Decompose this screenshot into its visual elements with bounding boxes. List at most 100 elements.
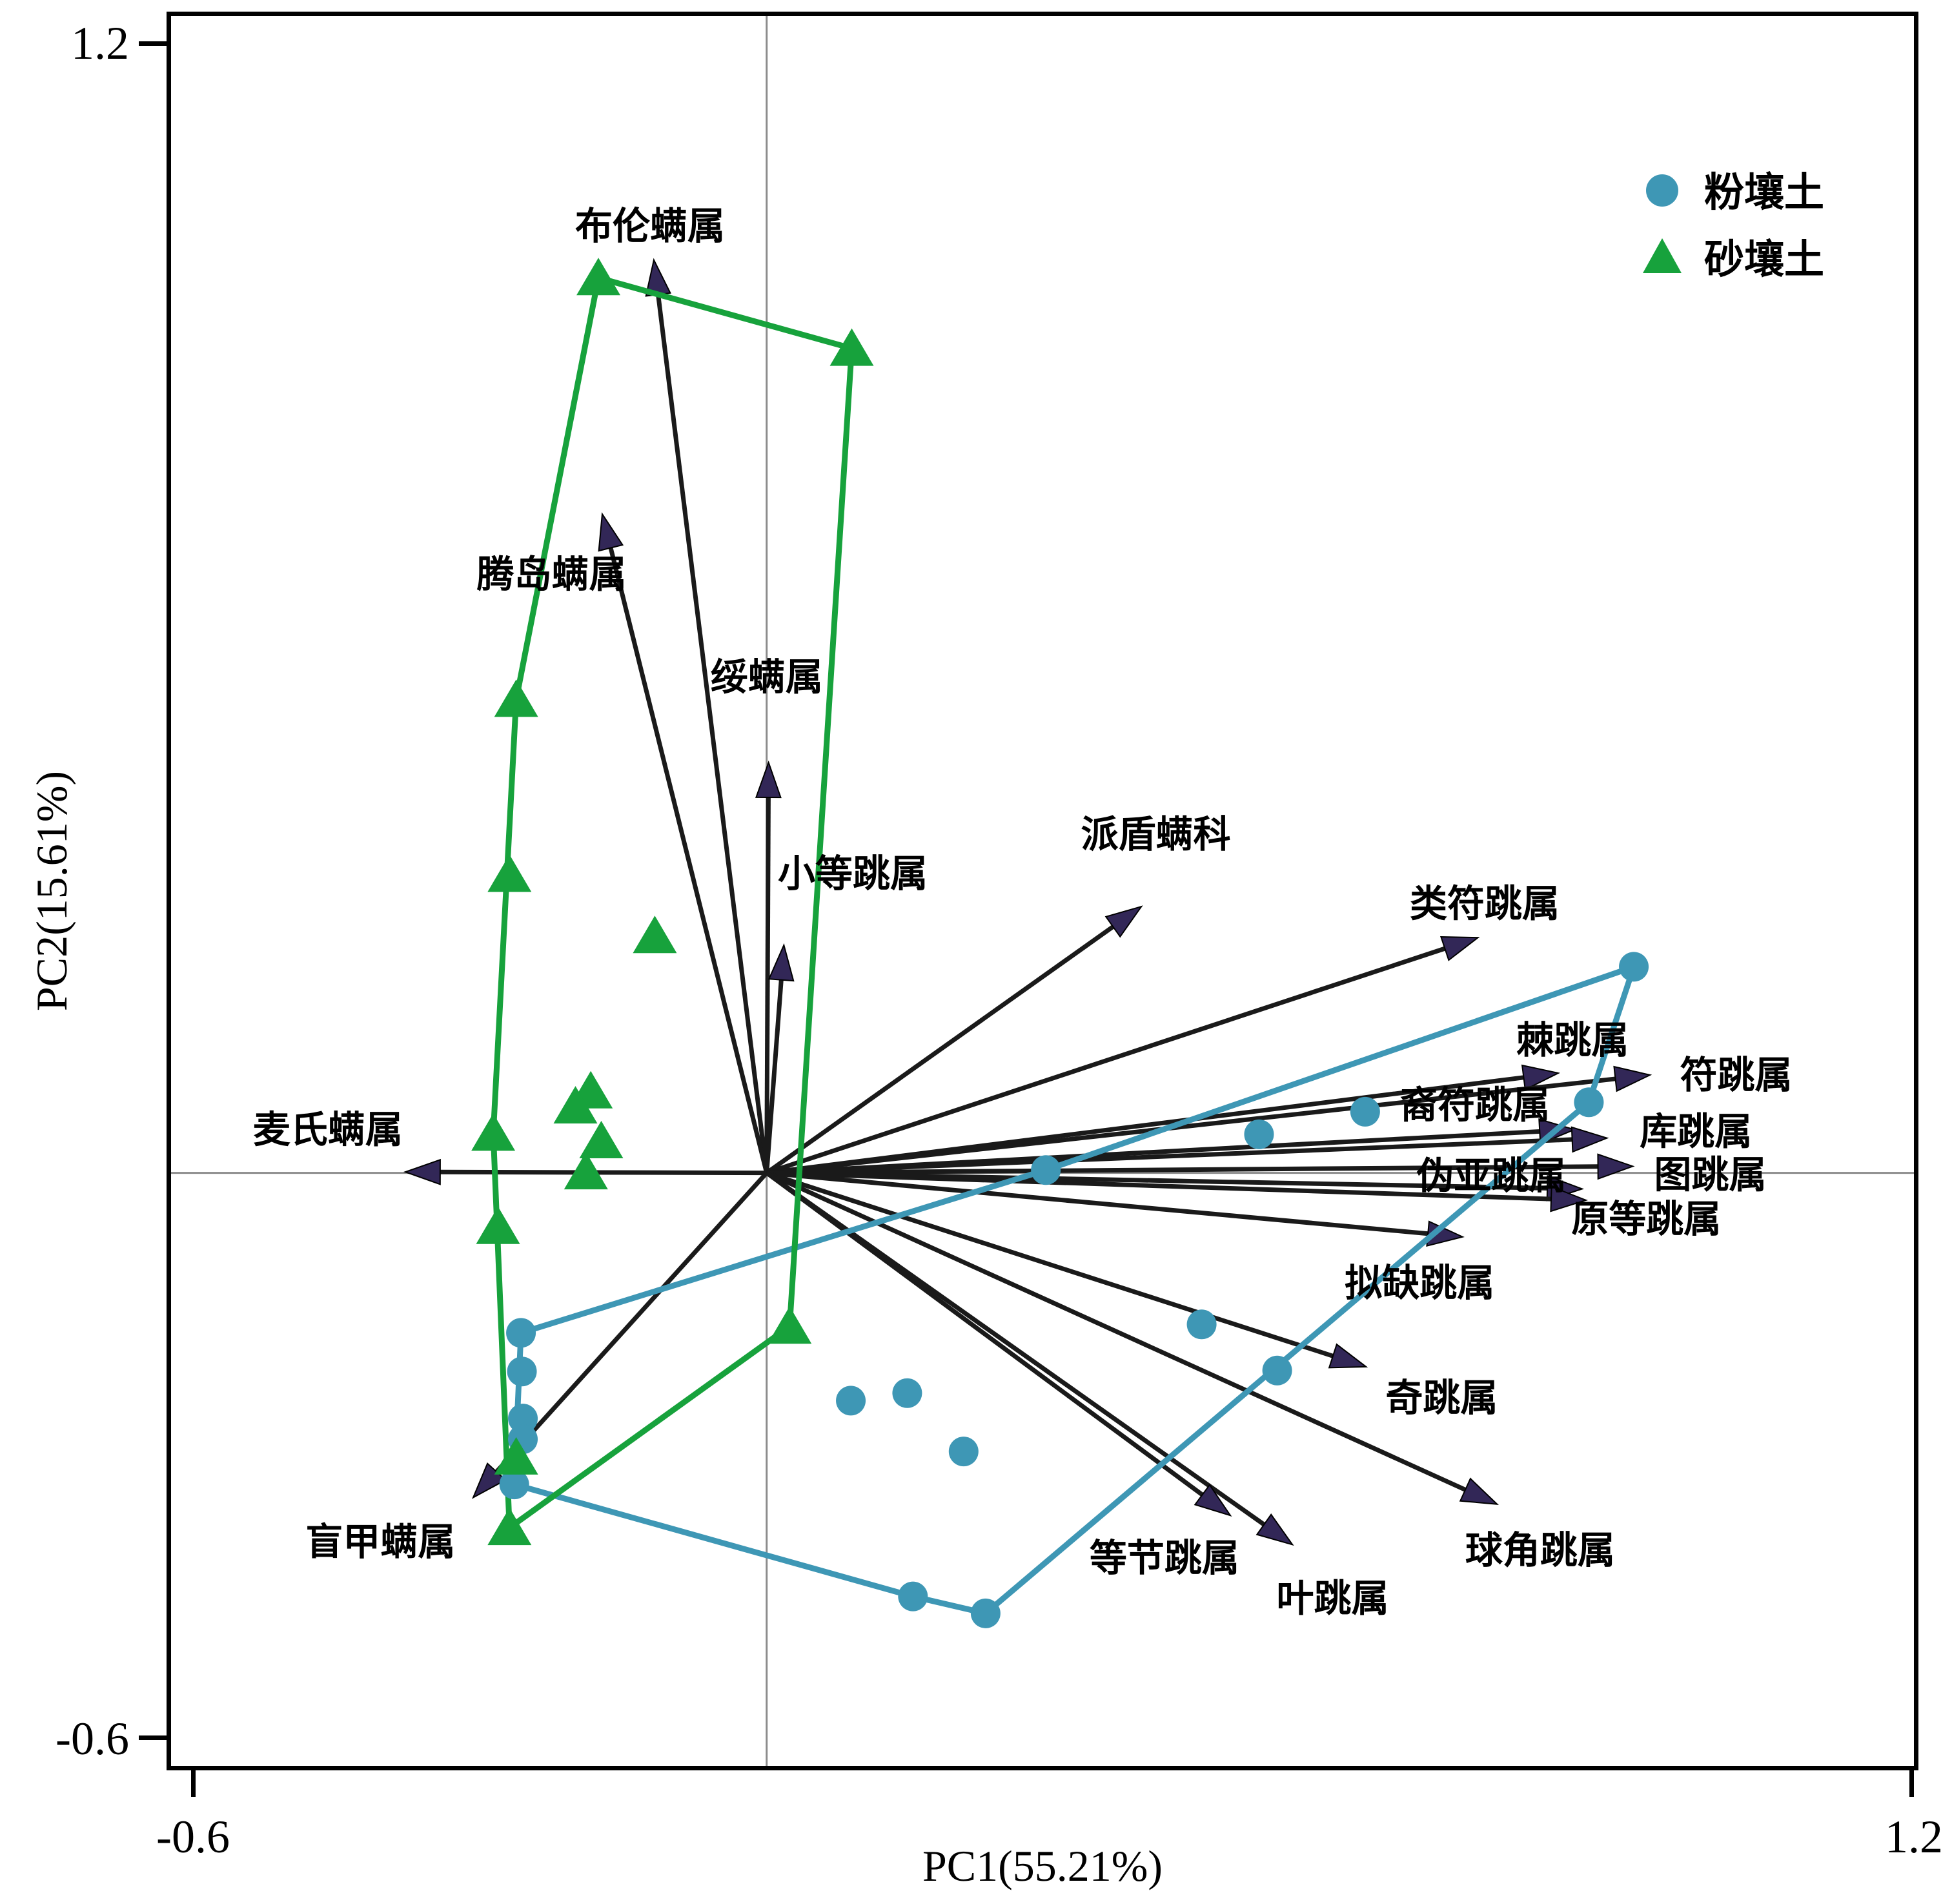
- vector-label-拟缺跳属: 拟缺跳属: [1345, 1262, 1494, 1304]
- vector-arrowhead-棘跳属: [1521, 1064, 1561, 1091]
- vector-arrowhead-类符跳属: [1440, 936, 1480, 961]
- data-point-粉壤土: [1262, 1355, 1292, 1386]
- vector-label-叶跳属: 叶跳属: [1276, 1578, 1388, 1620]
- data-point-粉壤土: [1619, 952, 1649, 982]
- vector-shaft-库跳属: [766, 1137, 1572, 1176]
- data-point-粉壤土: [898, 1581, 928, 1612]
- data-point-砂壤土: [487, 1508, 532, 1546]
- data-point-砂壤土: [564, 1152, 608, 1190]
- vector-arrowhead-绥螨属: [755, 761, 782, 799]
- vector-label-布伦螨属: 布伦螨属: [575, 205, 725, 247]
- vector-shaft-原等跳属: [766, 1171, 1552, 1202]
- vector-arrowhead-球角跳属: [1459, 1477, 1499, 1505]
- data-point-粉壤土: [508, 1404, 538, 1434]
- data-point-砂壤土: [471, 1113, 516, 1151]
- vector-shaft-腾岛螨属: [608, 547, 769, 1174]
- vector-shaft-布伦螨属: [656, 294, 769, 1174]
- vector-shaft-球角跳属: [766, 1171, 1467, 1492]
- data-point-砂壤土: [633, 916, 677, 954]
- vector-arrowhead-奇跳属: [1328, 1343, 1368, 1369]
- data-point-粉壤土: [506, 1318, 536, 1348]
- x-axis-title: PC1(55.21%): [922, 1841, 1163, 1890]
- vector-arrowhead-等节跳属: [1194, 1484, 1232, 1517]
- data-point-砂壤土: [476, 1206, 520, 1244]
- data-point-砂壤土: [579, 1121, 624, 1159]
- x-tick-mark-max: [1909, 1766, 1914, 1797]
- convex-hull-粉壤土: [511, 963, 1637, 1617]
- vector-label-麦氏螨属: 麦氏螨属: [253, 1109, 403, 1151]
- vector-arrowhead-拟缺跳属: [1426, 1220, 1465, 1247]
- data-point-粉壤土: [1031, 1155, 1061, 1185]
- data-point-粉壤土: [970, 1598, 1001, 1628]
- data-point-粉壤土: [948, 1437, 979, 1467]
- vector-shaft-派盾螨科: [765, 925, 1115, 1175]
- data-point-砂壤土: [494, 679, 538, 717]
- vector-arrowhead-原等跳属: [1550, 1185, 1589, 1213]
- data-point-粉壤土: [1244, 1119, 1274, 1149]
- vector-label-绥螨属: 绥螨属: [711, 656, 823, 698]
- data-point-砂壤土: [768, 1306, 812, 1344]
- vector-label-符跳属: 符跳属: [1680, 1054, 1793, 1096]
- vector-shaft-奇跳属: [766, 1171, 1334, 1358]
- vector-arrowhead-麦氏螨属: [403, 1158, 441, 1185]
- vector-arrowhead-符跳属: [1613, 1065, 1652, 1092]
- vector-label-图跳属: 图跳属: [1654, 1154, 1767, 1196]
- y-tick-mark-min: [139, 1735, 171, 1740]
- vector-shaft-类符跳属: [766, 946, 1446, 1175]
- vector-label-奇跳属: 奇跳属: [1385, 1377, 1498, 1419]
- vector-shaft-盲甲螨属: [494, 1171, 769, 1473]
- vector-label-原等跳属: 原等跳属: [1571, 1198, 1721, 1240]
- data-point-砂壤土: [576, 258, 621, 296]
- y-axis-title: PC2(15.61%): [27, 770, 76, 1012]
- vector-label-伪亚跳属: 伪亚跳属: [1416, 1155, 1566, 1197]
- y-tick-mark-max: [139, 41, 171, 46]
- x-tick-label-min: -0.6: [156, 1811, 230, 1863]
- data-point-粉壤土: [836, 1386, 866, 1416]
- vector-arrowhead-库跳属: [1571, 1126, 1609, 1153]
- vector-label-小等跳属: 小等跳属: [778, 853, 928, 895]
- vector-shaft-小等跳属: [764, 979, 784, 1173]
- vector-label-盲甲螨属: 盲甲螨属: [305, 1521, 455, 1563]
- data-point-粉壤土: [499, 1469, 529, 1500]
- vector-shaft-图跳属: [766, 1164, 1598, 1176]
- legend-label-silty-loam: 粉壤土: [1704, 171, 1825, 215]
- data-point-砂壤土: [553, 1086, 598, 1124]
- vector-shaft-绥螨属: [764, 797, 771, 1173]
- data-point-粉壤土: [892, 1378, 922, 1408]
- vector-label-棘跳属: 棘跳属: [1516, 1019, 1629, 1061]
- legend-label-sandy-loam: 砂壤土: [1704, 238, 1825, 282]
- triangle-marker-icon: [1643, 238, 1682, 273]
- vector-arrowhead-派盾螨科: [1104, 905, 1143, 938]
- legend: 粉壤土 砂壤土: [1640, 155, 1824, 289]
- vector-shaft-等节跳属: [765, 1171, 1204, 1497]
- data-point-粉壤土: [1186, 1309, 1217, 1340]
- x-tick-label-max: 1.2: [1885, 1811, 1943, 1863]
- vector-label-裔符跳属: 裔符跳属: [1400, 1085, 1550, 1127]
- vector-arrowhead-图跳属: [1597, 1153, 1635, 1180]
- legend-item-silty-loam: 粉壤土: [1640, 155, 1824, 222]
- vector-shaft-拟缺跳属: [766, 1171, 1428, 1236]
- vector-shaft-符跳属: [766, 1076, 1616, 1176]
- y-tick-label-min: -0.6: [56, 1713, 129, 1765]
- vector-label-腾岛螨属: 腾岛螨属: [476, 553, 626, 595]
- legend-item-sandy-loam: 砂壤土: [1640, 222, 1824, 289]
- data-point-砂壤土: [487, 854, 532, 892]
- data-point-砂壤土: [494, 1437, 538, 1475]
- vector-label-类符跳属: 类符跳属: [1410, 883, 1560, 925]
- vector-arrowhead-小等跳属: [768, 943, 795, 982]
- plot-area: 布伦螨属腾岛螨属绥螨属小等跳属 派盾螨科类符跳属麦氏螨属 棘跳属符跳属裔符跳属库跳属…: [167, 12, 1918, 1770]
- vector-label-库跳属: 库跳属: [1640, 1111, 1752, 1152]
- vector-label-球角跳属: 球角跳属: [1465, 1530, 1615, 1571]
- vector-label-等节跳属: 等节跳属: [1090, 1537, 1239, 1579]
- vector-arrowhead-叶跳属: [1256, 1513, 1294, 1546]
- circle-marker-icon: [1646, 174, 1678, 207]
- vector-label-派盾螨科: 派盾螨科: [1081, 814, 1230, 855]
- y-tick-label-max: 1.2: [71, 17, 129, 69]
- data-point-砂壤土: [829, 328, 874, 366]
- data-point-粉壤土: [1350, 1096, 1380, 1127]
- x-tick-mark-min: [191, 1766, 196, 1797]
- data-point-粉壤土: [1574, 1087, 1604, 1118]
- vector-arrowhead-腾岛螨属: [598, 512, 624, 552]
